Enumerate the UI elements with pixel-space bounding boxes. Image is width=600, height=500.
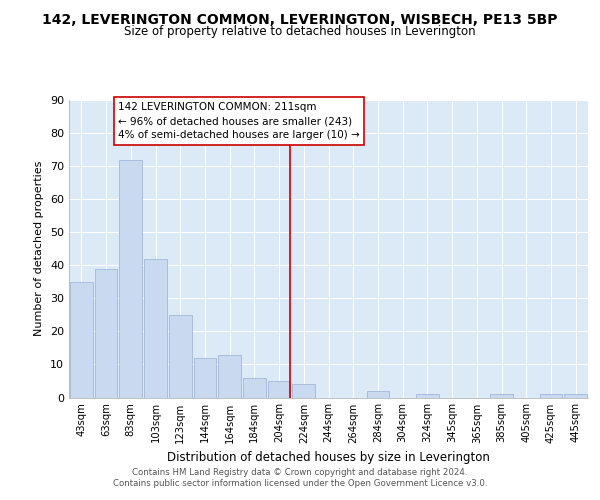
Text: Contains HM Land Registry data © Crown copyright and database right 2024.
Contai: Contains HM Land Registry data © Crown c… — [113, 468, 487, 487]
Bar — [194, 358, 216, 398]
Text: 142, LEVERINGTON COMMON, LEVERINGTON, WISBECH, PE13 5BP: 142, LEVERINGTON COMMON, LEVERINGTON, WI… — [42, 12, 558, 26]
Bar — [144, 258, 167, 398]
Bar — [95, 268, 118, 398]
Bar — [416, 394, 439, 398]
X-axis label: Distribution of detached houses by size in Leverington: Distribution of detached houses by size … — [167, 451, 490, 464]
Bar — [490, 394, 513, 398]
Bar — [243, 378, 266, 398]
Bar — [564, 394, 587, 398]
Text: 142 LEVERINGTON COMMON: 211sqm
← 96% of detached houses are smaller (243)
4% of : 142 LEVERINGTON COMMON: 211sqm ← 96% of … — [118, 102, 360, 140]
Bar — [169, 315, 191, 398]
Y-axis label: Number of detached properties: Number of detached properties — [34, 161, 44, 336]
Bar — [539, 394, 562, 398]
Text: Size of property relative to detached houses in Leverington: Size of property relative to detached ho… — [124, 25, 476, 38]
Bar — [268, 381, 290, 398]
Bar — [218, 354, 241, 398]
Bar — [292, 384, 315, 398]
Bar — [119, 160, 142, 398]
Bar — [70, 282, 93, 398]
Bar — [367, 391, 389, 398]
